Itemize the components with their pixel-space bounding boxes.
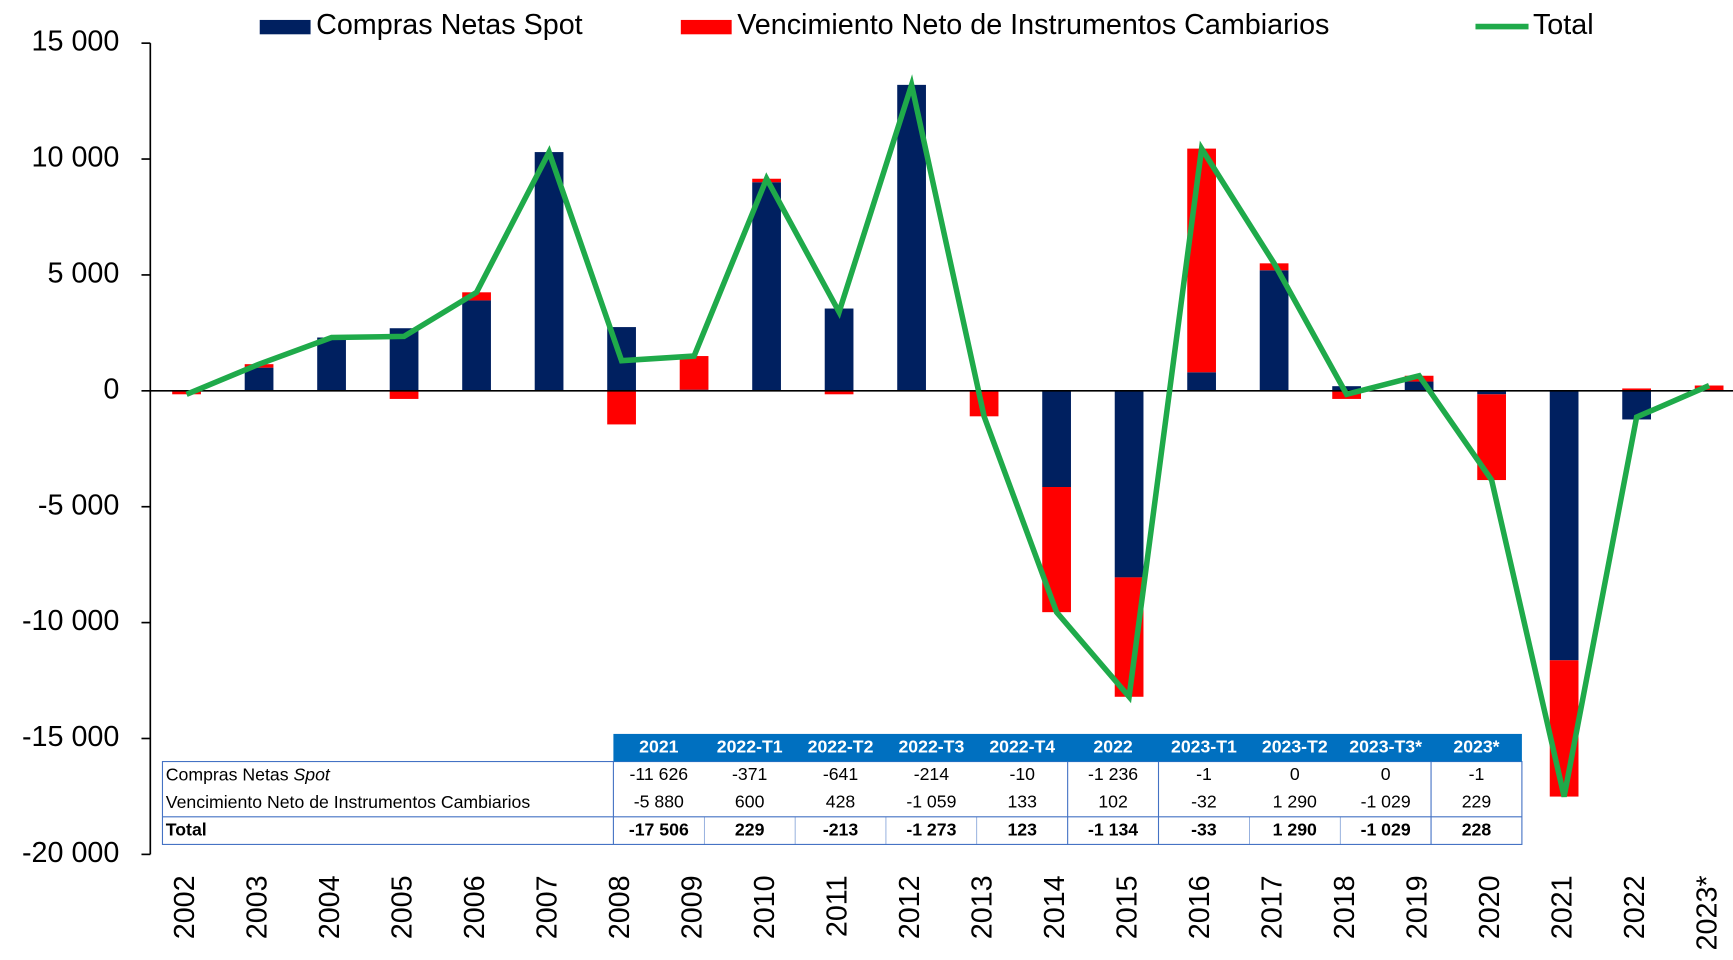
x-tick-label: 2011: [822, 875, 854, 937]
x-tick-label: 2013: [967, 875, 999, 939]
table-row-label: Vencimiento Neto de Instrumentos Cambiar…: [166, 792, 531, 812]
table-cell: -214: [914, 764, 950, 784]
y-tick-label: -15 000: [22, 721, 119, 753]
y-tick-label: -20 000: [22, 837, 119, 869]
table-cell: -1 134: [1088, 819, 1138, 839]
bar: [752, 182, 781, 391]
legend-label: Total: [1533, 9, 1594, 41]
x-tick-label: 2005: [387, 875, 419, 939]
table-cell: -1: [1469, 764, 1485, 784]
table-cell: -1 059: [906, 792, 956, 812]
table-header: 2022-T3: [898, 736, 964, 756]
bar: [462, 300, 491, 390]
bar: [1550, 660, 1579, 796]
x-tick-label: 2009: [677, 875, 709, 939]
legend-label: Vencimiento Neto de Instrumentos Cambiar…: [737, 9, 1329, 41]
bar: [1260, 270, 1289, 391]
table-cell: -371: [732, 764, 767, 784]
table-cell: 123: [1007, 819, 1037, 839]
table-cell: 1 290: [1273, 792, 1317, 812]
table-header: 2022-T4: [989, 736, 1055, 756]
y-tick-label: 10 000: [32, 142, 120, 174]
x-tick-label: 2021: [1547, 875, 1579, 939]
table-cell: -1 236: [1088, 764, 1138, 784]
x-tick-label: 2023*: [1692, 875, 1724, 950]
table-header: 2022-T1: [717, 736, 783, 756]
bar: [1187, 149, 1216, 373]
table-header: 2022: [1093, 736, 1132, 756]
table-header: 2023*: [1453, 736, 1499, 756]
row-label-italic: Spot: [293, 764, 330, 784]
x-tick-label: 2022: [1619, 875, 1651, 939]
table-cell: 428: [826, 792, 856, 812]
table-header: 2023-T2: [1262, 736, 1328, 756]
table-cell: -17 506: [629, 819, 689, 839]
y-tick-label: 0: [103, 373, 119, 405]
legend-label: Compras Netas Spot: [316, 9, 583, 41]
bar: [607, 391, 636, 425]
y-tick-label: 5 000: [47, 258, 119, 290]
table-cell: 0: [1290, 764, 1300, 784]
x-tick-label: 2010: [749, 875, 781, 939]
bar: [825, 309, 854, 391]
bar: [1115, 391, 1144, 578]
bar: [1042, 391, 1071, 487]
row-label: Compras Netas: [166, 764, 289, 784]
y-tick-label: 15 000: [32, 26, 120, 58]
table-header: 2021: [639, 736, 678, 756]
bar: [1550, 391, 1579, 660]
table-cell: -213: [823, 819, 859, 839]
table-header: 2023-T1: [1171, 736, 1237, 756]
x-tick-label: 2008: [604, 875, 636, 939]
table-cell: -32: [1191, 792, 1217, 812]
table-cell: 102: [1098, 792, 1128, 812]
bar: [390, 391, 419, 399]
table-cell: 1 290: [1273, 819, 1317, 839]
legend-swatch: [260, 20, 311, 34]
table-header: 2022-T2: [808, 736, 874, 756]
bar: [317, 338, 346, 391]
table-cell: -1: [1196, 764, 1212, 784]
table-cell: -1 029: [1361, 819, 1411, 839]
x-tick-label: 2006: [459, 875, 491, 939]
table-cell: -1 029: [1361, 792, 1411, 812]
x-tick-label: 2007: [532, 875, 564, 939]
x-tick-label: 2004: [314, 875, 346, 939]
table-cell: 600: [735, 792, 765, 812]
table-cell: -11 626: [630, 764, 689, 784]
table-cell: -5 880: [634, 792, 684, 812]
x-tick-label: 2015: [1112, 875, 1144, 939]
table-row-label: Total: [166, 819, 207, 839]
x-tick-label: 2014: [1039, 875, 1071, 939]
x-tick-label: 2003: [242, 875, 274, 939]
table-cell: 133: [1007, 792, 1037, 812]
table-row-label: Compras Netas Spot: [166, 764, 331, 784]
bar: [1042, 487, 1071, 612]
table-cell: 229: [1462, 792, 1492, 812]
table-cell: -33: [1191, 819, 1217, 839]
table-cell: 0: [1381, 764, 1391, 784]
y-tick-label: -10 000: [22, 605, 119, 637]
table-cell: 229: [735, 819, 765, 839]
x-tick-label: 2018: [1329, 875, 1361, 939]
table-cell: -10: [1009, 764, 1035, 784]
legend-swatch: [681, 20, 732, 34]
table-cell: 228: [1462, 819, 1492, 839]
table-header: 2023-T3*: [1349, 736, 1422, 756]
y-tick-label: -5 000: [38, 489, 119, 521]
x-tick-label: 2019: [1402, 875, 1434, 939]
x-tick-label: 2002: [169, 875, 201, 939]
x-tick-label: 2012: [894, 875, 926, 939]
table-cell: -1 273: [906, 819, 956, 839]
x-tick-label: 2020: [1474, 875, 1506, 939]
bar: [1187, 372, 1216, 391]
bar: [680, 356, 709, 390]
row-label: Vencimiento Neto de Instrumentos Cambiar…: [166, 792, 531, 812]
row-label: Total: [166, 819, 207, 839]
x-tick-label: 2017: [1257, 875, 1289, 939]
x-tick-label: 2016: [1184, 875, 1216, 939]
table-cell: -641: [823, 764, 858, 784]
